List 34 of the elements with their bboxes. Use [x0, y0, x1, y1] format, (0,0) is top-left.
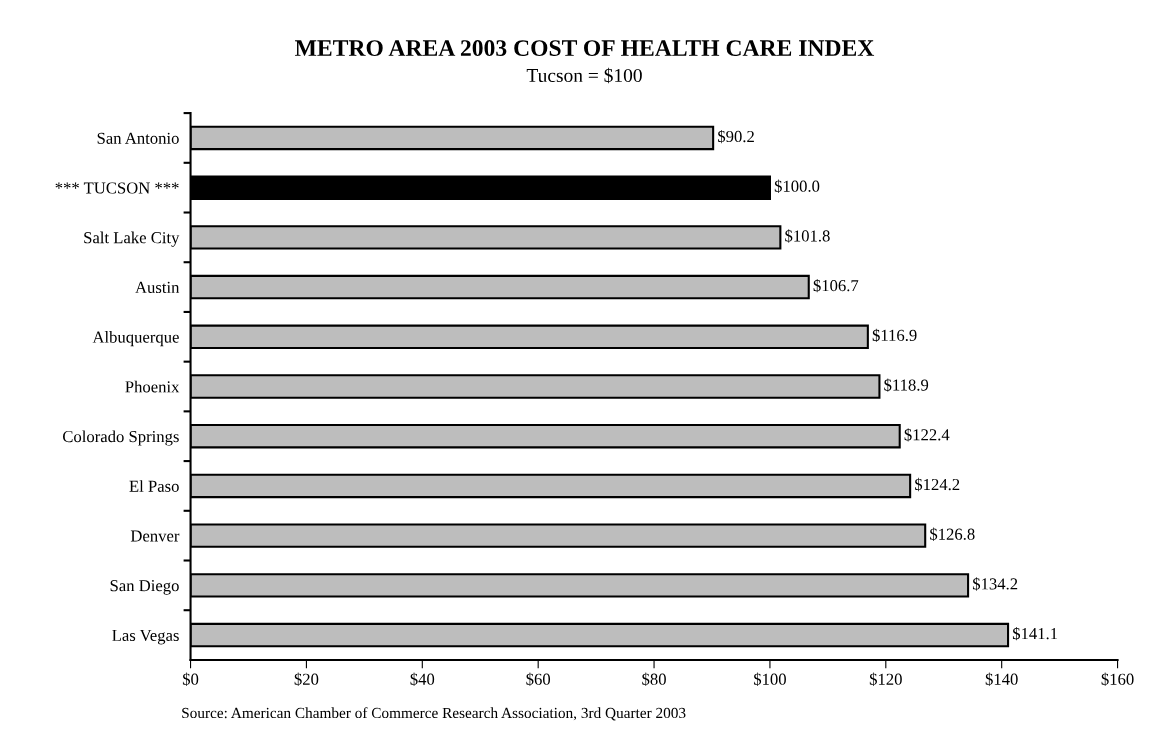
y-tick-label: Albuquerque — [92, 331, 179, 347]
y-tick-label: El Paso — [129, 480, 179, 492]
data-label: $90.2 — [718, 129, 754, 144]
data-label: $134.2 — [972, 577, 1018, 591]
data-label: $106.7 — [813, 279, 859, 293]
data-label: $101.8 — [785, 229, 830, 243]
x-tick-label: $140 — [985, 672, 1018, 686]
source-note: Source: American Chamber of Commerce Research Association, 3rd Quarter 2003 — [182, 707, 686, 721]
data-label: $126.8 — [930, 527, 975, 541]
y-tick-label: *** TUCSON *** — [55, 182, 179, 194]
x-tick-label: $120 — [869, 672, 902, 686]
chart-title: METRO AREA 2003 COST OF HEALTH CARE INDEX — [295, 40, 875, 57]
data-label: $100.0 — [774, 179, 820, 193]
data-label: $116.9 — [872, 328, 917, 343]
y-tick-label: San Antonio — [97, 132, 179, 144]
x-tick-label: $160 — [1101, 672, 1134, 686]
data-label: $118.9 — [884, 378, 929, 392]
x-tick-label: $100 — [753, 672, 786, 686]
data-label: $124.2 — [915, 477, 960, 492]
y-tick-label: Las Vegas — [112, 629, 179, 645]
y-tick-label: Denver — [130, 530, 180, 542]
x-tick-label: $40 — [410, 672, 435, 686]
x-tick-label: $0 — [182, 672, 199, 686]
y-tick-label: Salt Lake City — [84, 231, 180, 247]
y-tick-label: Austin — [135, 281, 180, 294]
data-label: $122.4 — [904, 428, 950, 442]
x-tick-label: $80 — [642, 672, 666, 686]
x-tick-label: $20 — [294, 672, 319, 686]
y-tick-label: Phoenix — [125, 380, 180, 393]
chart-subtitle: Tucson = $100 — [526, 67, 642, 84]
data-label: $141.1 — [1012, 627, 1058, 641]
y-tick-label: Colorado Springs — [62, 430, 179, 446]
x-tick-label: $60 — [526, 672, 551, 686]
y-tick-label: San Diego — [110, 580, 179, 595]
